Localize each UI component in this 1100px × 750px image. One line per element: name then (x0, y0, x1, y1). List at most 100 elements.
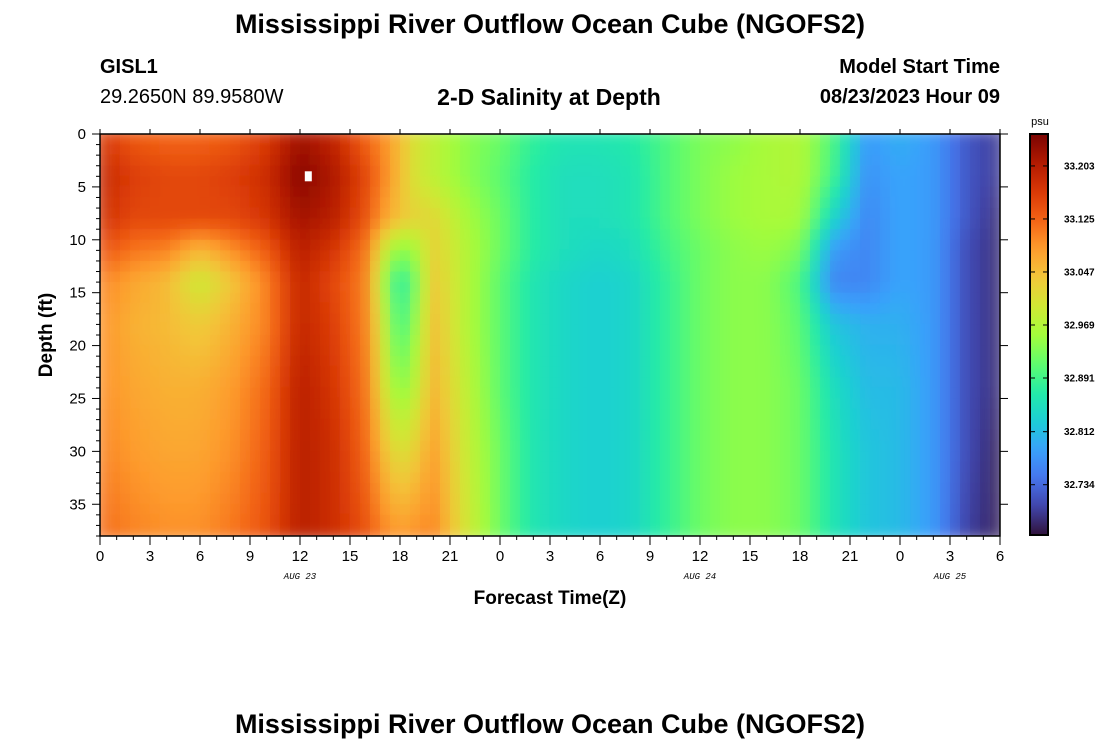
heatmap-cell (889, 238, 901, 252)
heatmap-cell (599, 207, 611, 220)
heatmap-cell (289, 259, 301, 273)
heatmap-cell (829, 134, 841, 146)
heatmap-cell (380, 134, 391, 146)
heatmap-cell (939, 238, 951, 252)
heatmap-cell (630, 218, 641, 230)
heatmap-cell (690, 176, 701, 188)
heatmap-cell (540, 239, 551, 251)
heatmap-cell (940, 176, 951, 188)
heatmap-cell (660, 134, 671, 146)
heatmap-cell (569, 217, 581, 231)
heatmap-cell (780, 165, 791, 177)
heatmap-cell (260, 229, 271, 241)
heatmap-cell (890, 165, 901, 177)
heatmap-cell (710, 155, 721, 167)
heatmap-cell (900, 176, 911, 188)
heatmap-cell (350, 271, 361, 283)
heatmap-cell (200, 292, 211, 304)
heatmap-cell (340, 282, 351, 294)
heatmap-cell (470, 229, 481, 241)
heatmap-cell (430, 165, 441, 177)
heatmap-cell (649, 185, 661, 199)
heatmap-cell (889, 228, 901, 241)
heatmap-cell (979, 175, 991, 188)
heatmap-cell (179, 238, 191, 252)
heatmap-cell (490, 282, 501, 294)
heatmap-cell (279, 249, 291, 262)
heatmap-cell (960, 218, 971, 230)
heatmap-cell (899, 143, 911, 157)
heatmap-cell (380, 260, 391, 273)
heatmap-cell (479, 154, 491, 167)
heatmap-cell (449, 196, 461, 210)
heatmap-cell (800, 250, 811, 262)
heatmap-cell (979, 207, 991, 220)
heatmap-cell (939, 185, 951, 199)
heatmap-cell (410, 239, 421, 251)
heatmap-cell (850, 176, 861, 188)
heatmap-cell (550, 229, 561, 241)
heatmap-cell (799, 154, 811, 167)
heatmap-cell (330, 208, 341, 220)
heatmap-cell (369, 207, 381, 220)
heatmap-cell (370, 165, 381, 177)
heatmap-cell (340, 186, 351, 199)
heatmap-cell (859, 228, 871, 241)
heatmap-cell (990, 186, 1000, 199)
heatmap-cell (449, 154, 461, 167)
heatmap-cell (610, 292, 621, 304)
heatmap-cell (500, 134, 511, 146)
heatmap-cell (140, 313, 151, 326)
heatmap-cell (340, 155, 351, 167)
heatmap-cell (919, 238, 931, 252)
heatmap-cell (269, 238, 281, 252)
heatmap-cell (370, 208, 381, 220)
heatmap-cell (289, 207, 301, 220)
heatmap-cell (330, 260, 341, 273)
heatmap-cell (129, 249, 141, 262)
heatmap-cell (590, 176, 601, 188)
heatmap-cell (949, 185, 961, 199)
heatmap-cell (370, 250, 381, 262)
heatmap-cell (159, 207, 171, 220)
heatmap-cell (270, 271, 281, 283)
heatmap-cell (159, 154, 171, 167)
heatmap-cell (159, 185, 171, 199)
heatmap-cell (240, 155, 251, 167)
heatmap-cell (910, 176, 921, 188)
heatmap-cell (190, 197, 201, 209)
heatmap-cell (820, 144, 831, 156)
heatmap-cell (589, 143, 601, 157)
heatmap-cell (520, 250, 531, 262)
heatmap-cell (699, 196, 711, 210)
heatmap-cell (680, 186, 691, 199)
heatmap-cell (330, 271, 341, 283)
heatmap-cell (210, 282, 221, 294)
heatmap-cell (240, 208, 251, 220)
heatmap-cell (410, 271, 421, 283)
heatmap-cell (529, 249, 541, 262)
heatmap-cell (680, 144, 691, 156)
heatmap-cell (910, 155, 921, 167)
heatmap-cell (150, 208, 161, 220)
heatmap-cell (659, 217, 671, 231)
heatmap-cell (689, 249, 701, 262)
heatmap-cell (829, 228, 841, 241)
heatmap-cell (659, 185, 671, 199)
heatmap-cell (860, 292, 871, 304)
heatmap-cell (619, 238, 631, 252)
heatmap-cell (419, 175, 431, 188)
heatmap-cell (570, 292, 581, 304)
heatmap-cell (169, 185, 181, 199)
heatmap-cell (520, 229, 531, 241)
heatmap-cell (910, 144, 921, 156)
heatmap-cell (480, 260, 491, 273)
heatmap-cell (419, 228, 431, 241)
heatmap-cell (229, 164, 241, 178)
heatmap-cell (609, 185, 621, 199)
heatmap-cell (960, 176, 971, 188)
heatmap-cell (320, 229, 331, 241)
heatmap-cell (169, 196, 181, 210)
heatmap-cell (210, 271, 221, 283)
heatmap-cell (699, 185, 711, 199)
